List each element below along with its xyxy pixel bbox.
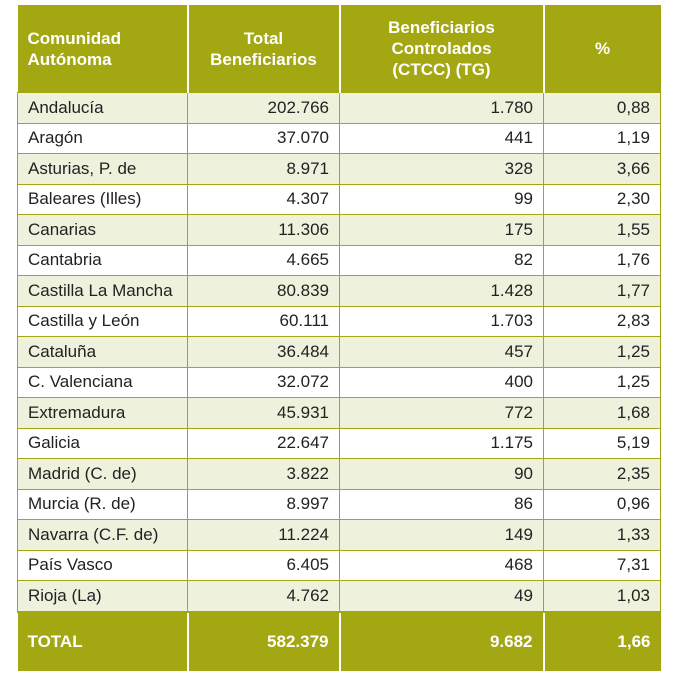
cell-total-beneficiarios: 80.839 — [187, 275, 340, 306]
table-row: Cataluña 36.484 457 1,25 — [17, 336, 661, 367]
table-row: Andalucía 202.766 1.780 0,88 — [17, 92, 661, 123]
table-row: Castilla y León 60.111 1.703 2,83 — [17, 305, 661, 337]
total-beneficiarios: 582.379 — [186, 610, 340, 671]
cell-controlados: 328 — [339, 153, 544, 184]
cell-percent: 2,35 — [543, 458, 661, 489]
cell-controlados: 86 — [339, 488, 544, 520]
table-row: Castilla La Mancha 80.839 1.428 1,77 — [17, 275, 661, 306]
cell-percent: 1,19 — [543, 122, 661, 154]
cell-controlados: 1.780 — [339, 92, 544, 123]
cell-comunidad: Cantabria — [17, 244, 188, 276]
table-row: Asturias, P. de 8.971 328 3,66 — [17, 153, 661, 184]
cell-comunidad: Murcia (R. de) — [17, 488, 188, 520]
table-row: Galicia 22.647 1.175 5,19 — [17, 427, 661, 459]
cell-total-beneficiarios: 60.111 — [187, 305, 340, 337]
cell-comunidad: Baleares (Illes) — [17, 183, 188, 215]
cell-total-beneficiarios: 22.647 — [187, 427, 340, 459]
cell-comunidad: Castilla La Mancha — [17, 275, 188, 306]
header-comunidad: Comunidad Autónoma — [17, 5, 188, 93]
cell-percent: 1,25 — [543, 366, 661, 398]
cell-percent: 2,30 — [543, 183, 661, 215]
cell-total-beneficiarios: 36.484 — [187, 336, 340, 367]
cell-controlados: 149 — [339, 519, 544, 550]
cell-percent: 1,77 — [543, 275, 661, 306]
header-controlados: Beneficiarios Controlados (CTCC) (TG) — [338, 5, 544, 93]
cell-total-beneficiarios: 11.224 — [187, 519, 340, 550]
table-footer: TOTAL 582.379 9.682 1,66 — [17, 610, 661, 671]
cell-total-beneficiarios: 8.971 — [187, 153, 340, 184]
cell-controlados: 400 — [339, 366, 544, 398]
cell-percent: 1,33 — [543, 519, 661, 550]
cell-total-beneficiarios: 8.997 — [187, 488, 340, 520]
cell-comunidad: Castilla y León — [17, 305, 188, 337]
table-row: Extremadura 45.931 772 1,68 — [17, 397, 661, 428]
header-percent: % — [542, 5, 661, 93]
table-body: Andalucía 202.766 1.780 0,88 Aragón 37.070 441… — [17, 92, 661, 612]
cell-controlados: 772 — [339, 397, 544, 428]
cell-total-beneficiarios: 4.762 — [187, 580, 340, 612]
cell-comunidad: País Vasco — [17, 549, 188, 581]
total-row: TOTAL 582.379 9.682 1,66 — [17, 610, 661, 671]
total-percent: 1,66 — [542, 610, 661, 671]
header-total: Total Beneficiarios — [186, 5, 340, 93]
cell-controlados: 468 — [339, 549, 544, 581]
cell-controlados: 99 — [339, 183, 544, 215]
cell-controlados: 82 — [339, 244, 544, 276]
cell-percent: 1,68 — [543, 397, 661, 428]
beneficiaries-table: Comunidad Autónoma Total Beneficiarios B… — [17, 5, 661, 671]
cell-comunidad: Canarias — [17, 214, 188, 245]
cell-controlados: 441 — [339, 122, 544, 154]
cell-total-beneficiarios: 45.931 — [187, 397, 340, 428]
cell-comunidad: Galicia — [17, 427, 188, 459]
beneficiaries-table-container: Comunidad Autónoma Total Beneficiarios B… — [17, 5, 661, 671]
table-row: C. Valenciana 32.072 400 1,25 — [17, 366, 661, 398]
cell-total-beneficiarios: 4.307 — [187, 183, 340, 215]
cell-comunidad: C. Valenciana — [17, 366, 188, 398]
cell-percent: 0,88 — [543, 92, 661, 123]
table-row: Canarias 11.306 175 1,55 — [17, 214, 661, 245]
cell-controlados: 175 — [339, 214, 544, 245]
cell-total-beneficiarios: 4.665 — [187, 244, 340, 276]
cell-total-beneficiarios: 3.822 — [187, 458, 340, 489]
cell-comunidad: Madrid (C. de) — [17, 458, 188, 489]
cell-total-beneficiarios: 32.072 — [187, 366, 340, 398]
cell-total-beneficiarios: 37.070 — [187, 122, 340, 154]
cell-total-beneficiarios: 11.306 — [187, 214, 340, 245]
cell-percent: 1,25 — [543, 336, 661, 367]
cell-percent: 1,55 — [543, 214, 661, 245]
table-row: Madrid (C. de) 3.822 90 2,35 — [17, 458, 661, 489]
cell-controlados: 49 — [339, 580, 544, 612]
cell-total-beneficiarios: 6.405 — [187, 549, 340, 581]
cell-percent: 1,76 — [543, 244, 661, 276]
table-row: Cantabria 4.665 82 1,76 — [17, 244, 661, 276]
table-row: Navarra (C.F. de) 11.224 149 1,33 — [17, 519, 661, 550]
total-label: TOTAL — [17, 610, 188, 671]
cell-comunidad: Cataluña — [17, 336, 188, 367]
cell-comunidad: Navarra (C.F. de) — [17, 519, 188, 550]
cell-comunidad: Aragón — [17, 122, 188, 154]
cell-comunidad: Rioja (La) — [17, 580, 188, 612]
cell-percent: 5,19 — [543, 427, 661, 459]
table-row: Baleares (Illes) 4.307 99 2,30 — [17, 183, 661, 215]
cell-controlados: 1.428 — [339, 275, 544, 306]
table-row: Rioja (La) 4.762 49 1,03 — [17, 580, 661, 612]
table-row: Aragón 37.070 441 1,19 — [17, 122, 661, 154]
cell-controlados: 90 — [339, 458, 544, 489]
cell-comunidad: Extremadura — [17, 397, 188, 428]
cell-controlados: 457 — [339, 336, 544, 367]
cell-total-beneficiarios: 202.766 — [187, 92, 340, 123]
cell-percent: 3,66 — [543, 153, 661, 184]
cell-percent: 7,31 — [543, 549, 661, 581]
total-controlados: 9.682 — [338, 610, 544, 671]
cell-percent: 1,03 — [543, 580, 661, 612]
cell-controlados: 1.703 — [339, 305, 544, 337]
table-row: Murcia (R. de) 8.997 86 0,96 — [17, 488, 661, 520]
cell-controlados: 1.175 — [339, 427, 544, 459]
cell-percent: 2,83 — [543, 305, 661, 337]
table-header: Comunidad Autónoma Total Beneficiarios B… — [17, 5, 661, 93]
cell-comunidad: Asturias, P. de — [17, 153, 188, 184]
cell-comunidad: Andalucía — [17, 92, 188, 123]
table-row: País Vasco 6.405 468 7,31 — [17, 549, 661, 581]
cell-percent: 0,96 — [543, 488, 661, 520]
